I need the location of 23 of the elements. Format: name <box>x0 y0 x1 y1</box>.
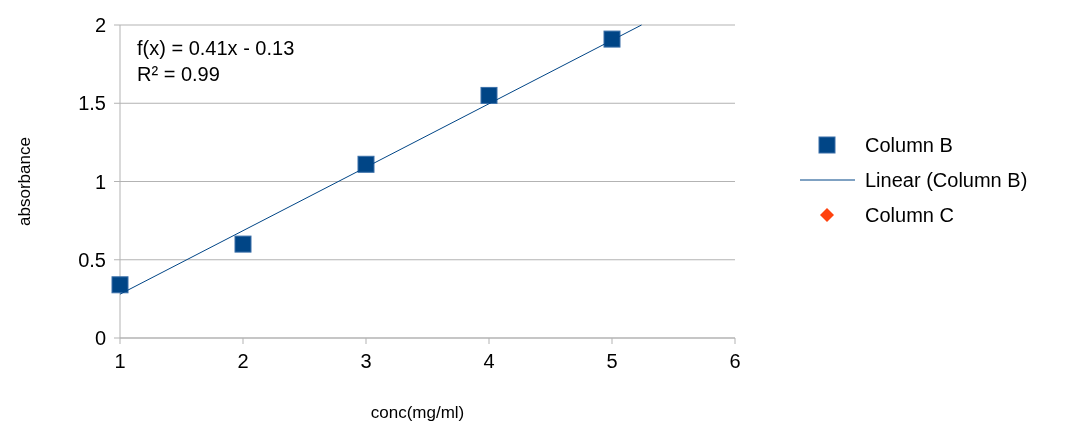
point <box>603 30 621 48</box>
legend-label: Column C <box>865 204 954 226</box>
x-tick-label: 6 <box>729 350 741 372</box>
y-tick-label: 1.5 <box>78 92 106 115</box>
x-tick-label: 3 <box>360 350 372 372</box>
y-tick-label: 0.5 <box>78 248 106 271</box>
x-tick-label: 5 <box>606 350 618 372</box>
legend-label: Column B <box>865 134 953 156</box>
point <box>480 86 498 104</box>
legend-label: Linear (Column B) <box>865 169 1028 191</box>
annotation: f(x) = 0.41x - 0.13 <box>137 37 295 59</box>
y-tick-label: 2 <box>94 14 106 36</box>
point <box>357 155 375 173</box>
x-tick-label: 1 <box>114 350 126 372</box>
y-tick-label: 1 <box>94 170 106 193</box>
point <box>111 276 129 294</box>
x-axis-title: conc(mg/ml) <box>370 403 465 422</box>
point <box>234 235 252 253</box>
annotation: R² = 0.99 <box>137 63 220 85</box>
x-tick-label: 2 <box>237 350 249 372</box>
x-tick-label: 4 <box>483 350 495 372</box>
y-axis-title: absorbance <box>15 137 34 226</box>
y-tick-label: 0 <box>94 327 106 349</box>
